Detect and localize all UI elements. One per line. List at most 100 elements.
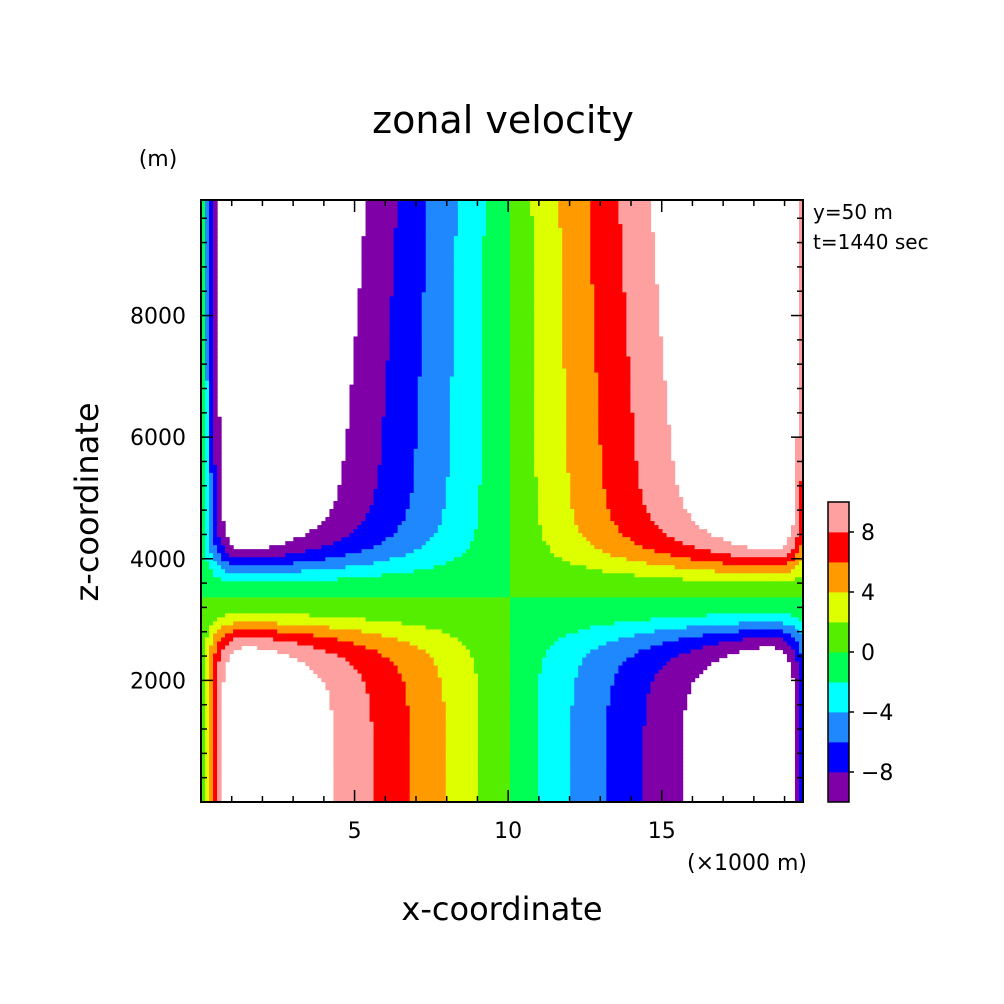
- contour-cell: [305, 561, 310, 566]
- contour-cell: [349, 641, 355, 647]
- contour-cell: [245, 641, 250, 647]
- contour-cell: [413, 228, 419, 233]
- contour-cell: [405, 705, 411, 711]
- contour-cell: [413, 376, 419, 382]
- contour-cell: [393, 308, 399, 313]
- contour-cell: [377, 344, 383, 350]
- contour-cell: [261, 601, 266, 606]
- contour-cell: [373, 228, 379, 233]
- contour-cell: [373, 561, 379, 566]
- contour-cell: [213, 657, 218, 663]
- contour-cell: [405, 773, 411, 779]
- contour-cell: [413, 649, 419, 655]
- contour-cell: [225, 637, 230, 643]
- contour-cell: [385, 248, 391, 253]
- contour-cell: [213, 436, 218, 442]
- contour-cell: [349, 797, 355, 802]
- contour-cell: [385, 793, 391, 799]
- contour-cell: [353, 645, 359, 651]
- contour-cell: [397, 513, 403, 518]
- contour-cell: [385, 464, 391, 470]
- contour-cell: [313, 641, 318, 647]
- contour-cell: [213, 645, 218, 651]
- contour-cell: [393, 769, 399, 775]
- contour-cell: [213, 601, 218, 606]
- contour-cell: [369, 200, 375, 205]
- contour-cell: [413, 665, 419, 671]
- contour-cell: [373, 577, 379, 582]
- contour-cell: [325, 541, 331, 546]
- contour-cell: [233, 573, 238, 578]
- contour-cell: [385, 332, 391, 338]
- contour-cell: [409, 577, 415, 582]
- contour-cell: [201, 468, 206, 474]
- contour-cell: [353, 476, 359, 482]
- contour-cell: [409, 629, 415, 635]
- contour-cell: [381, 685, 387, 691]
- contour-cell: [393, 777, 399, 783]
- contour-cell: [209, 685, 214, 691]
- contour-cell: [361, 360, 367, 366]
- contour-cell: [369, 456, 375, 462]
- contour-cell: [337, 777, 343, 783]
- contour-cell: [429, 316, 435, 321]
- contour-cell: [421, 725, 427, 731]
- contour-cell: [297, 657, 302, 663]
- contour-cell: [353, 661, 359, 667]
- contour-cell: [421, 689, 427, 695]
- contour-cell: [417, 428, 423, 434]
- contour-cell: [217, 496, 222, 502]
- contour-cell: [373, 665, 379, 671]
- contour-cell: [261, 645, 266, 651]
- contour-cell: [425, 705, 431, 711]
- contour-cell: [205, 408, 210, 414]
- contour-cell: [365, 476, 371, 482]
- contour-cell: [409, 460, 415, 466]
- contour-cell: [369, 521, 375, 526]
- contour-cell: [205, 605, 210, 610]
- contour-cell: [413, 336, 419, 342]
- contour-cell: [365, 492, 371, 498]
- contour-cell: [221, 677, 226, 683]
- contour-cell: [297, 565, 302, 570]
- contour-cell: [389, 553, 395, 558]
- contour-cell: [433, 436, 439, 442]
- contour-cell: [389, 272, 395, 277]
- contour-cell: [201, 633, 206, 639]
- contour-cell: [429, 392, 435, 398]
- contour-cell: [209, 488, 214, 494]
- contour-cell: [241, 625, 246, 631]
- contour-cell: [417, 769, 423, 775]
- contour-cell: [397, 260, 403, 265]
- contour-cell: [301, 649, 306, 655]
- contour-cell: [393, 360, 399, 366]
- contour-cell: [421, 296, 427, 301]
- contour-cell: [377, 789, 383, 795]
- contour-cell: [365, 557, 371, 562]
- contour-cell: [369, 212, 375, 217]
- contour-cell: [385, 416, 391, 422]
- contour-cell: [417, 280, 423, 285]
- contour-cell: [329, 645, 335, 651]
- contour-cell: [329, 629, 335, 635]
- contour-cell: [209, 208, 214, 213]
- contour-cell: [341, 649, 347, 655]
- contour-cell: [201, 400, 206, 406]
- contour-cell: [397, 521, 403, 526]
- contour-cell: [381, 276, 387, 281]
- contour-cell: [213, 717, 218, 723]
- contour-cell: [357, 609, 363, 614]
- contour-cell: [365, 340, 371, 346]
- contour-cell: [397, 240, 403, 245]
- contour-cell: [305, 589, 310, 594]
- contour-cell: [381, 765, 387, 771]
- contour-cell: [373, 769, 379, 775]
- contour-cell: [421, 593, 427, 598]
- contour-cell: [201, 593, 206, 598]
- contour-cell: [361, 428, 367, 434]
- contour-cell: [397, 236, 403, 241]
- contour-cell: [333, 605, 339, 610]
- contour-cell: [425, 573, 431, 578]
- contour-cell: [353, 416, 359, 422]
- contour-cell: [385, 296, 391, 301]
